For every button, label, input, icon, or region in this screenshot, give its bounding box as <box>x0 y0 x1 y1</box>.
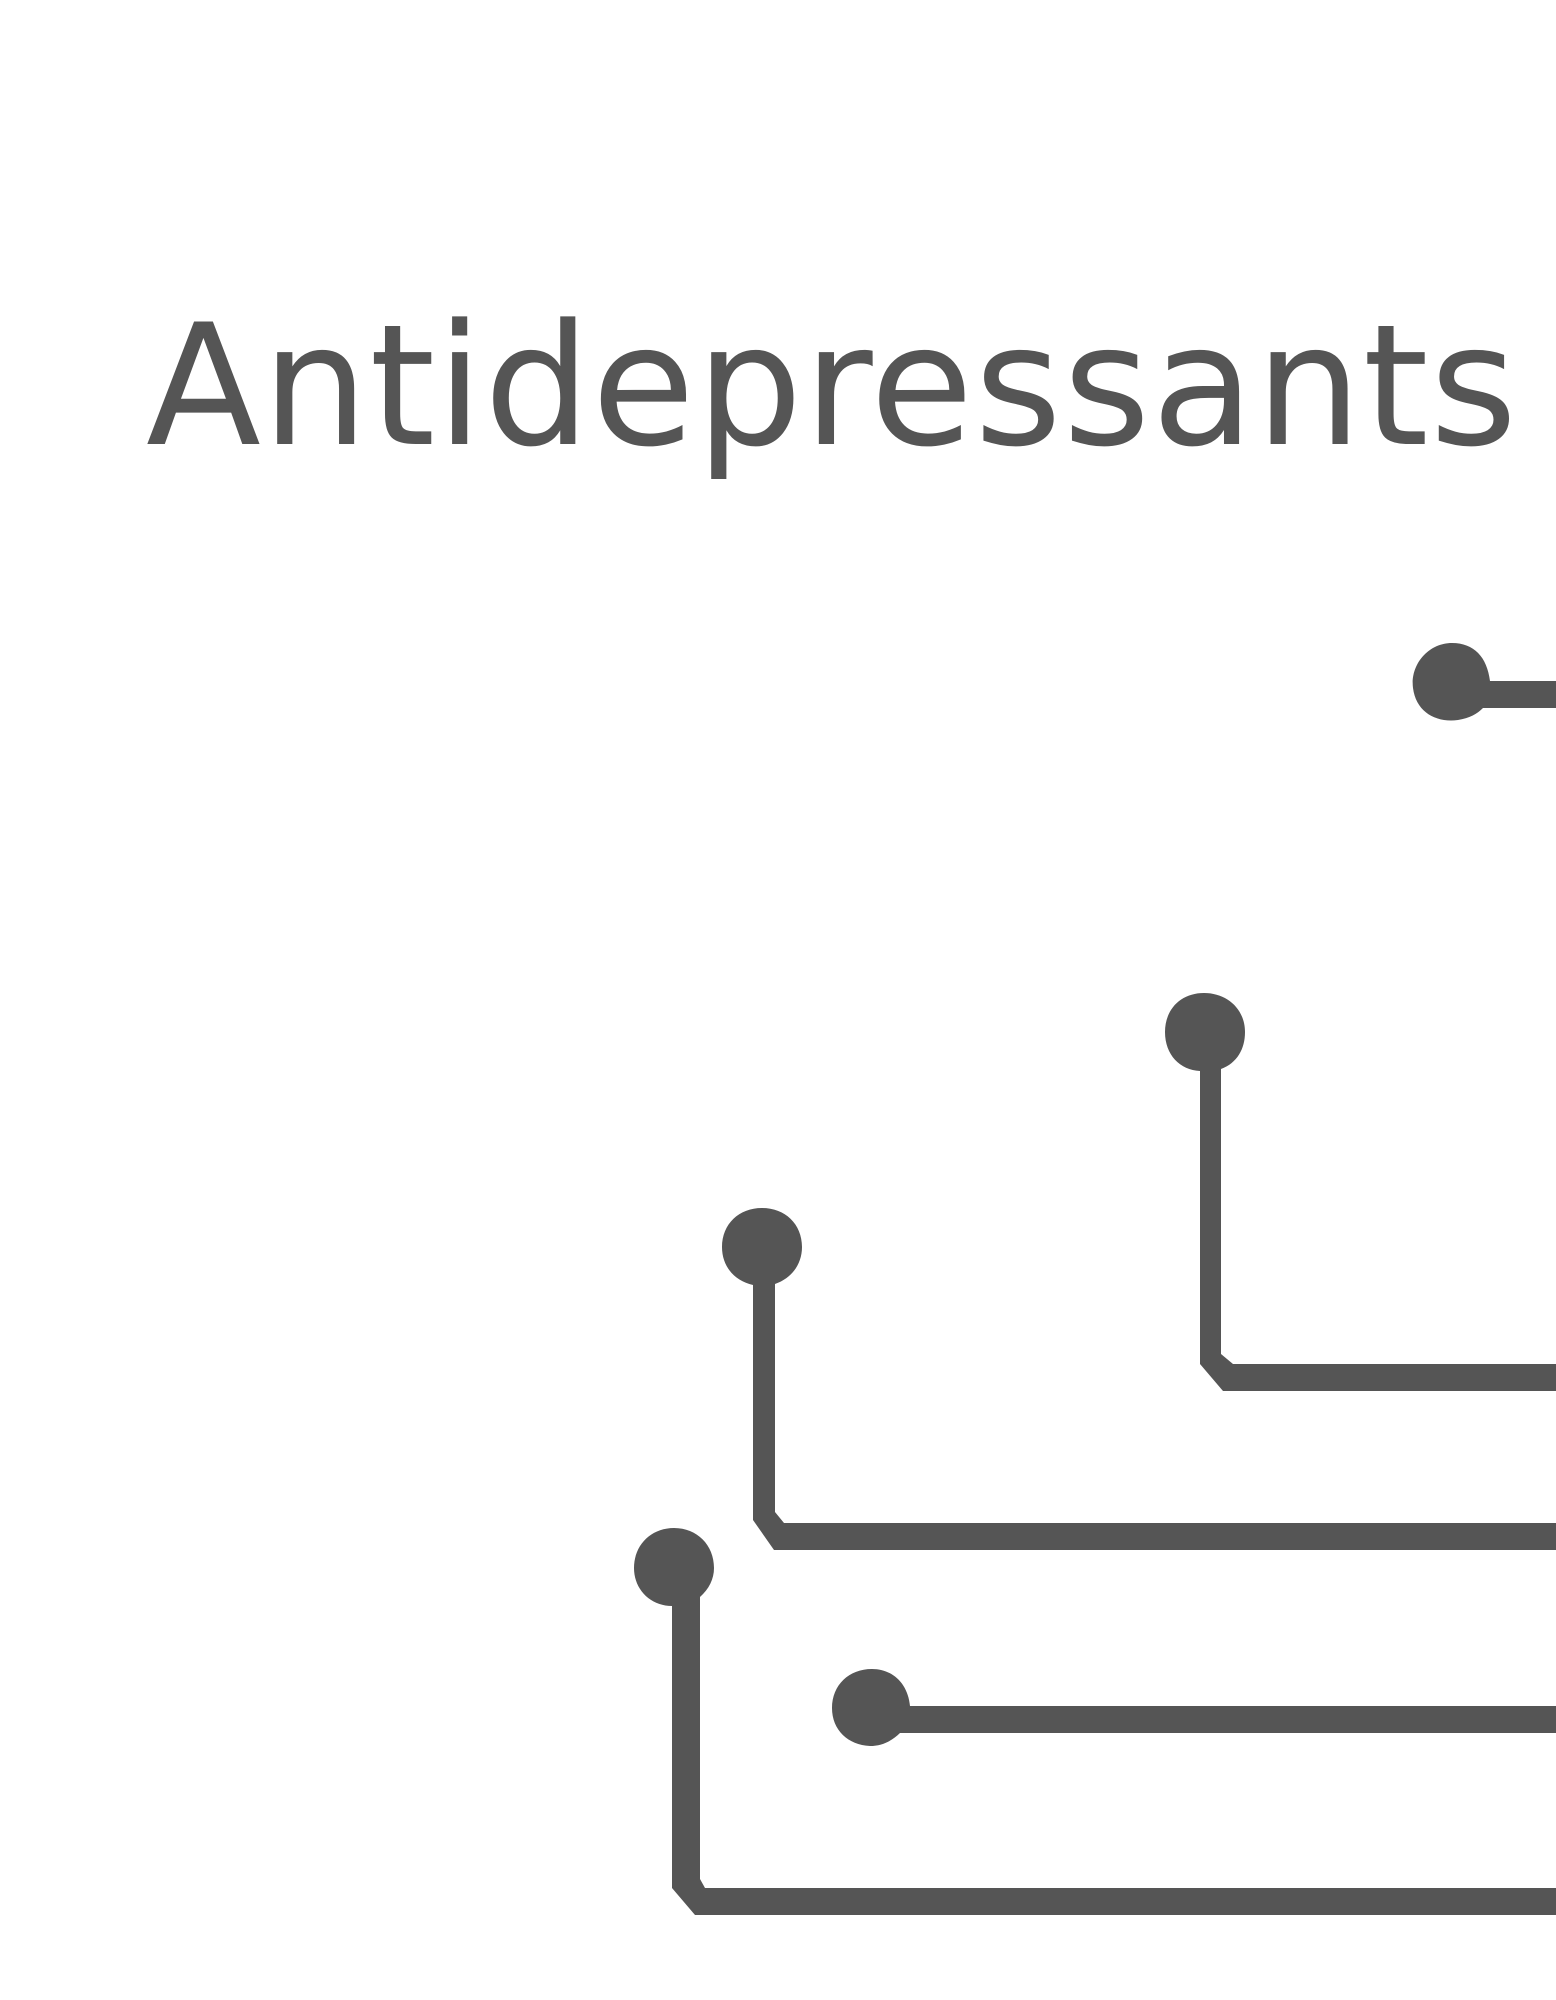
circuit-trace-1 <box>1412 643 1556 721</box>
circuit-trace-5 <box>832 1669 1556 1746</box>
page-title: Antidepressants <box>146 288 1519 484</box>
circuit-trace-2 <box>1165 993 1556 1391</box>
